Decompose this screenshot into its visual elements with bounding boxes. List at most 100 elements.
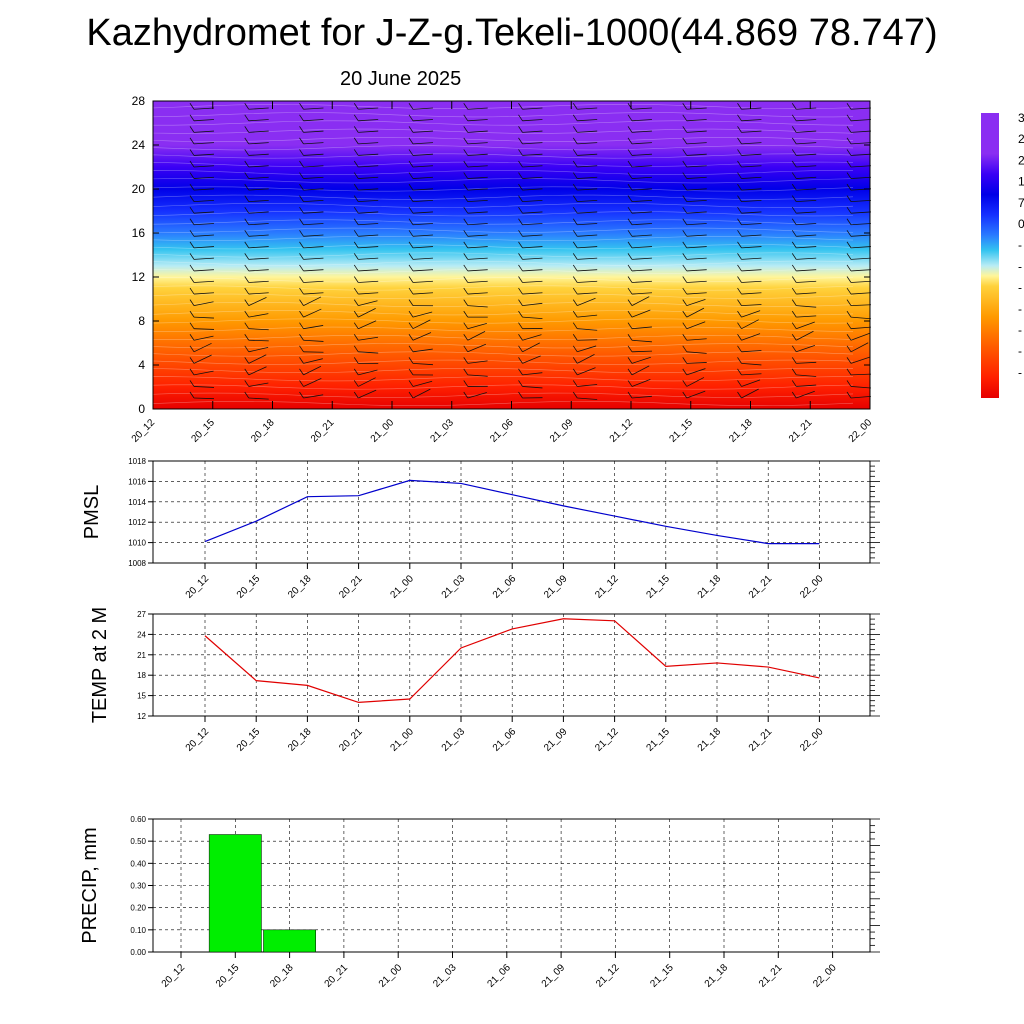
wind-barb-shaft <box>358 107 379 110</box>
wind-barb-feather <box>682 103 688 110</box>
wind-barb-shaft <box>522 386 543 389</box>
wind-barb <box>518 355 541 364</box>
wind-barb-shaft <box>358 188 379 191</box>
wind-barb-feather <box>791 241 797 249</box>
wind-barb-shaft <box>577 165 598 168</box>
wind-barb <box>627 137 652 145</box>
wind-barb-feather <box>846 218 852 225</box>
wind-barb-feather <box>408 137 414 145</box>
wind-barb <box>627 126 652 133</box>
wind-barb-feather <box>846 183 852 191</box>
pmsl-xtick-label: 21_12 <box>593 573 621 601</box>
precip-xtick-label: 22_00 <box>811 962 839 990</box>
wind-barb <box>518 126 543 133</box>
wind-barb <box>682 160 707 168</box>
wind-barb-feather <box>353 137 359 145</box>
wind-barb-feather <box>572 137 578 145</box>
wind-barb-shaft <box>631 153 652 156</box>
wind-barb-shaft <box>686 211 707 214</box>
wind-barb <box>518 183 543 191</box>
wind-barb-feather <box>682 287 688 295</box>
wind-barb-shaft <box>193 142 214 145</box>
wind-barb <box>518 206 543 214</box>
wind-barb <box>737 264 762 272</box>
pmsl-ytick-label: 1012 <box>128 518 146 527</box>
wind-barb-feather <box>682 253 688 260</box>
wind-barb-shaft <box>577 345 597 353</box>
wind-barb-shaft <box>577 367 596 376</box>
wind-barb-feather <box>737 172 742 179</box>
wind-barb-feather <box>737 206 742 214</box>
wind-barb-shaft <box>358 320 377 330</box>
wind-barb <box>737 299 762 306</box>
wind-barb <box>353 287 379 295</box>
wind-barb <box>189 380 214 388</box>
pmsl-xtick-label: 21_18 <box>696 573 724 601</box>
wind-barb-feather <box>518 126 523 133</box>
wind-barb <box>682 149 707 156</box>
wind-barb <box>737 333 761 341</box>
wind-barb-shaft <box>796 330 814 341</box>
wind-barb-feather <box>627 299 633 306</box>
contour-line <box>152 194 854 200</box>
wind-barb-shaft <box>631 119 652 122</box>
colorbar-label: 7 <box>1018 196 1024 210</box>
wind-barb <box>463 380 488 387</box>
wind-barb-shaft <box>193 223 214 226</box>
wind-barb <box>189 299 214 306</box>
wind-barb-shaft <box>686 199 707 203</box>
wind-barb <box>408 183 433 191</box>
wind-barb <box>463 287 488 295</box>
chart-title: Kazhydromet for J-Z-g.Tekeli-1000(44.869… <box>86 12 938 54</box>
wind-barb <box>791 390 815 399</box>
wind-barb-feather <box>408 172 414 179</box>
wind-barb <box>189 160 214 168</box>
wind-barb-shaft <box>522 176 543 179</box>
wind-barb-shaft <box>248 397 269 400</box>
wind-barb-feather <box>463 126 469 133</box>
wind-barb-shaft <box>741 333 761 341</box>
wind-barb-shaft <box>303 339 324 342</box>
wind-barb-shaft <box>741 379 761 387</box>
wind-barb-feather <box>846 206 852 214</box>
pmsl-xtick-label: 20_15 <box>235 573 263 601</box>
wind-barb-feather <box>463 114 469 122</box>
wind-barb-feather <box>627 230 633 237</box>
wind-barb <box>627 334 652 343</box>
wind-barb <box>244 310 269 318</box>
wind-barb <box>572 218 598 226</box>
wind-barb-shaft <box>741 142 762 145</box>
wind-barb <box>737 287 762 295</box>
wind-barb-feather <box>737 114 742 122</box>
wind-barb-shaft <box>850 257 871 260</box>
wind-barb-feather <box>189 218 195 225</box>
wind-barb <box>408 357 433 366</box>
pmsl-series-line <box>204 479 820 545</box>
wind-barb <box>682 137 707 145</box>
wind-barb-feather <box>791 183 797 191</box>
wind-barb <box>682 276 707 283</box>
wind-barb-feather <box>189 264 195 272</box>
wind-barb-feather <box>518 137 523 145</box>
wind-barb <box>846 114 871 122</box>
wind-barb <box>572 114 598 122</box>
wind-barb-shaft <box>412 388 431 399</box>
wind-barb <box>408 114 433 122</box>
wind-barb-shaft <box>248 328 269 331</box>
wind-barb-feather <box>299 287 304 295</box>
wind-barb <box>846 287 871 295</box>
wind-barb-feather <box>244 206 250 214</box>
wind-barb-shaft <box>631 365 650 376</box>
wind-barb-shaft <box>522 165 543 168</box>
wind-barb <box>737 114 762 122</box>
wind-barb-feather <box>737 103 742 110</box>
wind-barb-feather <box>518 253 523 260</box>
wind-barb <box>791 114 817 122</box>
colorbar-label: - <box>1018 323 1022 337</box>
wind-barb <box>682 218 707 226</box>
precip-bar <box>263 929 317 953</box>
wind-barb-shaft <box>358 199 379 203</box>
wind-barb <box>627 296 650 306</box>
wind-barb <box>408 172 433 179</box>
wind-barb <box>846 241 871 249</box>
